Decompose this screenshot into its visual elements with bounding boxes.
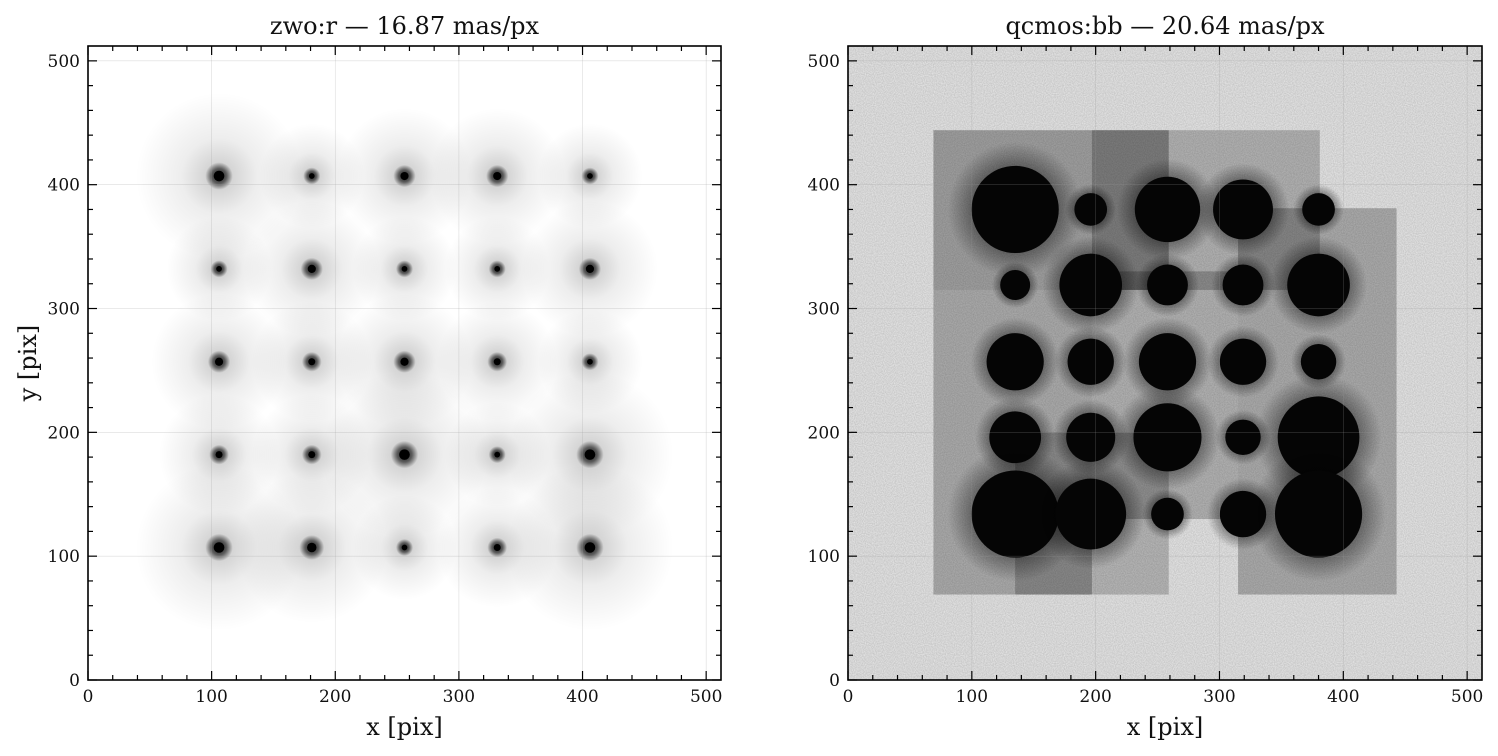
x-axis-label: x [pix] (366, 713, 442, 741)
grid (88, 46, 721, 680)
star-source (1211, 253, 1275, 317)
star-source (444, 216, 550, 322)
y-axis-label: y [pix] (14, 325, 42, 403)
star-source (1114, 384, 1221, 491)
x-tick-label: 300 (443, 687, 475, 707)
y-tick-label: 200 (808, 423, 840, 443)
star-source (1035, 459, 1146, 569)
star-source (1250, 446, 1387, 582)
y-tick-label: 300 (48, 300, 80, 320)
y-tick-label: 400 (48, 176, 80, 196)
star-source (1135, 253, 1200, 317)
star-source (1042, 236, 1140, 334)
image-area (88, 46, 721, 680)
star-source (947, 141, 1083, 278)
x-tick-label: 500 (1451, 687, 1483, 707)
star-source (259, 123, 365, 229)
star-source (135, 92, 303, 260)
star-source (1207, 325, 1279, 398)
star-source (436, 301, 558, 423)
x-tick-label: 0 (83, 687, 94, 707)
star-source (1052, 399, 1129, 476)
star-source (506, 464, 674, 631)
y-tick-label: 0 (829, 671, 840, 691)
x-tick-label: 300 (1203, 687, 1235, 707)
star-source (1054, 325, 1127, 398)
axes-frame (847, 45, 1483, 681)
star-source (351, 216, 458, 322)
axes-frame (87, 45, 722, 681)
x-tick-label: 200 (1079, 687, 1111, 707)
left-panel: 0 100 200 300 400 500 0 100 200 300 400 500 zwo:r — … (14, 12, 722, 741)
star-source (1123, 317, 1212, 407)
star-source (521, 200, 658, 337)
star-source (243, 200, 380, 337)
x-tick-label: 0 (843, 687, 854, 707)
y-tick-label: 500 (48, 52, 80, 72)
star-source (1142, 488, 1193, 540)
star-source (1065, 184, 1117, 235)
image-area (848, 46, 1482, 680)
grid (848, 46, 1482, 680)
y-tick-label: 500 (808, 52, 840, 72)
y-tick-label: 100 (48, 547, 80, 567)
star-source (1116, 158, 1219, 261)
star-source (537, 123, 643, 229)
y-tick-label: 200 (48, 423, 80, 443)
star-source (236, 471, 388, 624)
x-tick-label: 400 (1327, 687, 1359, 707)
ticks (87, 46, 721, 681)
star-source (1269, 236, 1368, 334)
star-source (351, 494, 458, 601)
star-source (251, 301, 373, 423)
y-tick-label: 400 (808, 176, 840, 196)
x-tick-label: 500 (690, 687, 722, 707)
y-tick-label: 0 (69, 671, 80, 691)
y-tick-label: 100 (808, 547, 840, 567)
star-source (1293, 184, 1344, 235)
chart-title: qcmos:bb — 20.64 mas/px (1005, 12, 1325, 40)
right-panel: 0 100 200 300 400 500 0 100 200 300 400 500 qcmos:bb… (808, 12, 1484, 741)
star-source (970, 317, 1060, 407)
x-axis-label: x [pix] (1127, 713, 1203, 741)
y-tick-label: 300 (808, 300, 840, 320)
x-tick-label: 400 (566, 687, 598, 707)
star-source (991, 261, 1039, 309)
star-source (429, 108, 566, 245)
star-source (151, 293, 288, 430)
x-tick-label: 100 (195, 687, 227, 707)
star-source (1196, 163, 1290, 256)
ticks (847, 46, 1482, 681)
x-tick-label: 100 (956, 687, 988, 707)
star-source (166, 216, 272, 322)
chart-title: zwo:r — 16.87 mas/px (270, 12, 540, 40)
x-tick-label: 200 (319, 687, 351, 707)
